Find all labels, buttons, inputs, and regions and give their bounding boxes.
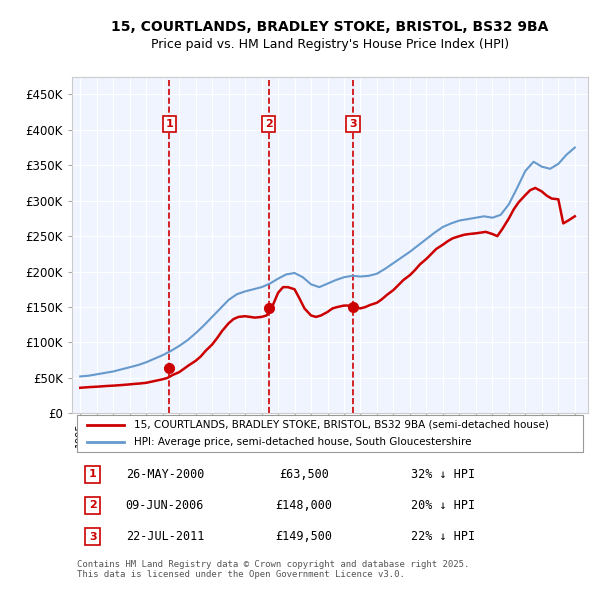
Text: 2: 2 [89, 500, 97, 510]
Text: £63,500: £63,500 [279, 468, 329, 481]
Text: £149,500: £149,500 [276, 530, 333, 543]
Text: £148,000: £148,000 [276, 499, 333, 512]
Text: 15, COURTLANDS, BRADLEY STOKE, BRISTOL, BS32 9BA (semi-detached house): 15, COURTLANDS, BRADLEY STOKE, BRISTOL, … [134, 419, 549, 430]
Text: 15, COURTLANDS, BRADLEY STOKE, BRISTOL, BS32 9BA: 15, COURTLANDS, BRADLEY STOKE, BRISTOL, … [112, 19, 548, 34]
Text: 09-JUN-2006: 09-JUN-2006 [125, 499, 204, 512]
Text: Price paid vs. HM Land Registry's House Price Index (HPI): Price paid vs. HM Land Registry's House … [151, 38, 509, 51]
Text: 26-MAY-2000: 26-MAY-2000 [125, 468, 204, 481]
Text: 22-JUL-2011: 22-JUL-2011 [125, 530, 204, 543]
FancyBboxPatch shape [77, 415, 583, 452]
Text: 1: 1 [89, 470, 97, 480]
Text: Contains HM Land Registry data © Crown copyright and database right 2025.
This d: Contains HM Land Registry data © Crown c… [77, 560, 470, 579]
Text: 3: 3 [89, 532, 97, 542]
Text: 32% ↓ HPI: 32% ↓ HPI [412, 468, 476, 481]
Text: 20% ↓ HPI: 20% ↓ HPI [412, 499, 476, 512]
Text: 1: 1 [166, 119, 173, 129]
Text: 3: 3 [349, 119, 357, 129]
Text: 2: 2 [265, 119, 273, 129]
Text: 22% ↓ HPI: 22% ↓ HPI [412, 530, 476, 543]
Text: HPI: Average price, semi-detached house, South Gloucestershire: HPI: Average price, semi-detached house,… [134, 437, 472, 447]
